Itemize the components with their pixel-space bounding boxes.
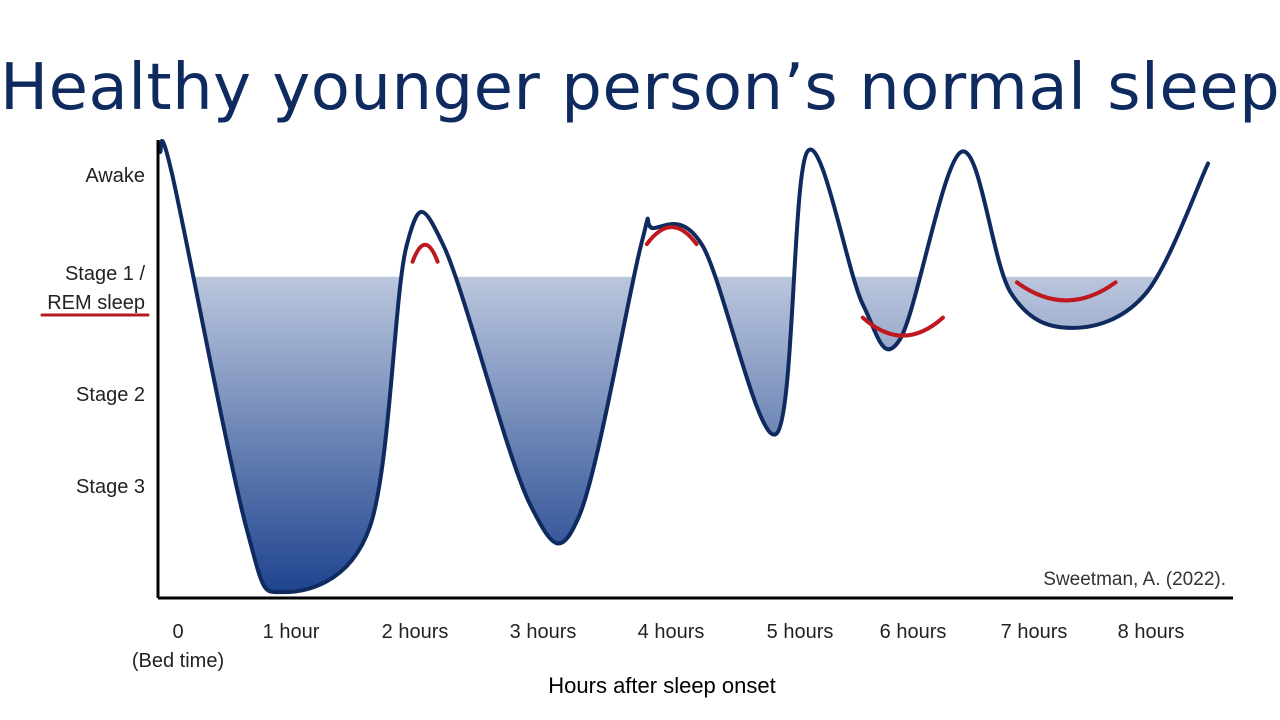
y-tick-label: Awake	[85, 165, 145, 187]
x-tick-label: 1 hour	[263, 621, 320, 643]
deep-sleep-shading	[193, 276, 1158, 593]
x-tick-label: 8 hours	[1118, 621, 1185, 643]
x-tick-label: 5 hours	[767, 621, 834, 643]
x-axis-title: Hours after sleep onset	[548, 673, 775, 698]
y-tick-label: Stage 2	[76, 384, 145, 406]
x-tick-label: 7 hours	[1001, 621, 1068, 643]
x-tick-label: 6 hours	[880, 621, 947, 643]
source-credit: Sweetman, A. (2022).	[1043, 569, 1226, 590]
rem-period-marker	[860, 315, 945, 338]
x-tick-label: 3 hours	[510, 621, 577, 643]
page-title: Healthy younger person’s normal sleep	[0, 51, 1280, 125]
x-tick-label: 0	[172, 621, 183, 643]
rem-period-marker	[410, 242, 440, 264]
y-tick-label: REM sleep	[47, 292, 145, 314]
y-tick-label: Stage 1 /	[65, 263, 146, 285]
rem-period-marker	[1014, 280, 1118, 303]
hypnogram-line	[158, 138, 1211, 595]
y-tick-label: Stage 3	[76, 476, 145, 498]
x-tick-label: 2 hours	[382, 621, 449, 643]
x-tick-sublabel: (Bed time)	[132, 650, 224, 672]
x-tick-label: 4 hours	[638, 621, 705, 643]
rem-period-marker	[644, 225, 699, 247]
